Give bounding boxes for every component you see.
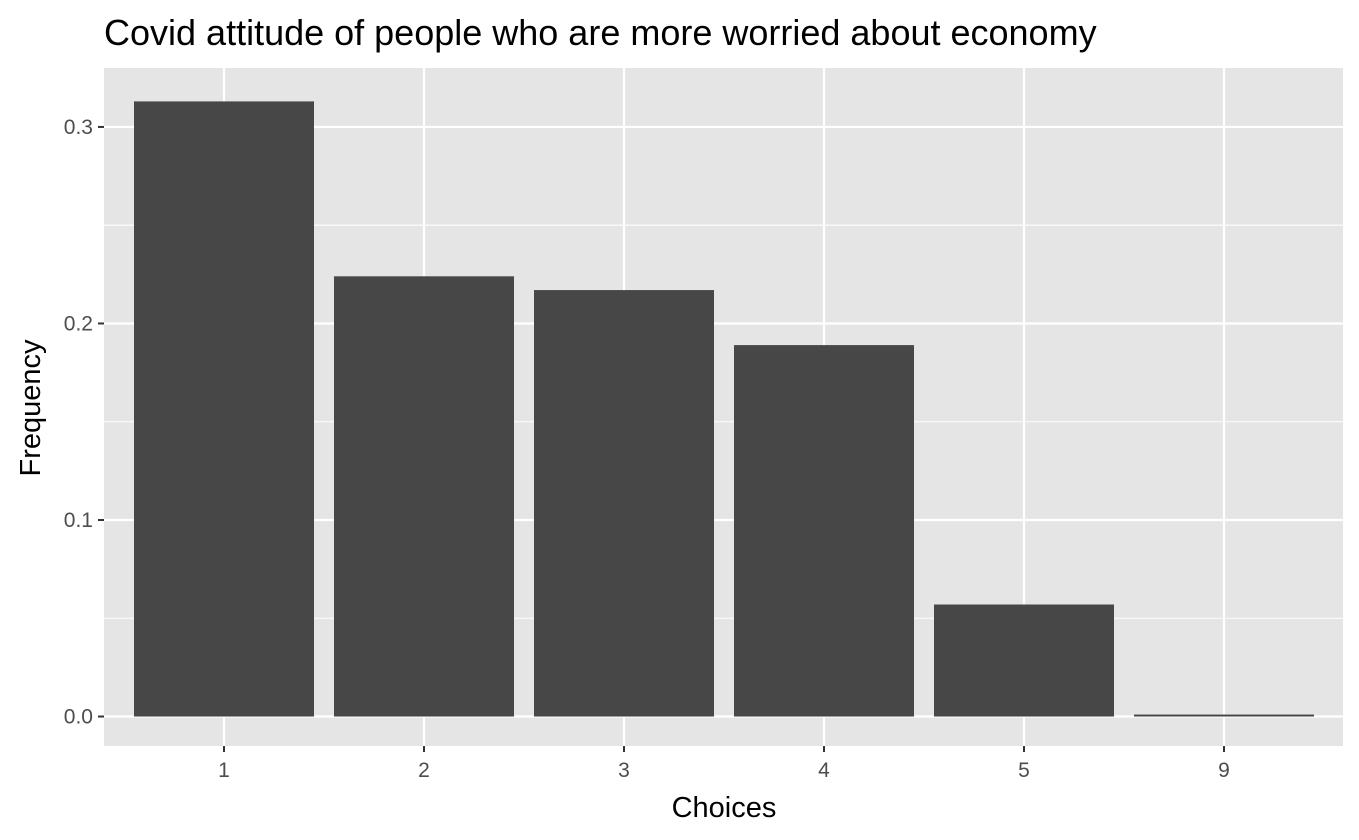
y-tick-label: 0.0 (64, 706, 93, 729)
chart-title: Covid attitude of people who are more wo… (104, 12, 1097, 53)
bars (134, 101, 1314, 717)
y-tick-label: 0.2 (64, 312, 93, 335)
x-tick-label: 5 (1018, 759, 1030, 782)
bar-5 (934, 604, 1114, 717)
x-tick-label: 1 (218, 759, 230, 782)
y-tick-label: 0.3 (64, 116, 93, 139)
bar-9 (1134, 714, 1314, 717)
y-axis-title: Frequency (15, 339, 47, 477)
x-tick-label: 3 (618, 759, 630, 782)
bar-4 (734, 345, 914, 717)
x-axis-title: Choices (672, 792, 777, 824)
x-axis: 1 2 3 4 5 9 (218, 746, 1230, 782)
x-tick-label: 4 (818, 759, 830, 782)
x-tick-label: 2 (418, 759, 430, 782)
bar-1 (134, 101, 314, 717)
y-tick-label: 0.1 (64, 509, 93, 532)
x-tick-label: 9 (1218, 759, 1230, 782)
bar-2 (334, 276, 514, 717)
bar-3 (534, 290, 714, 717)
y-axis: 0.0 0.1 0.2 0.3 (64, 116, 104, 729)
